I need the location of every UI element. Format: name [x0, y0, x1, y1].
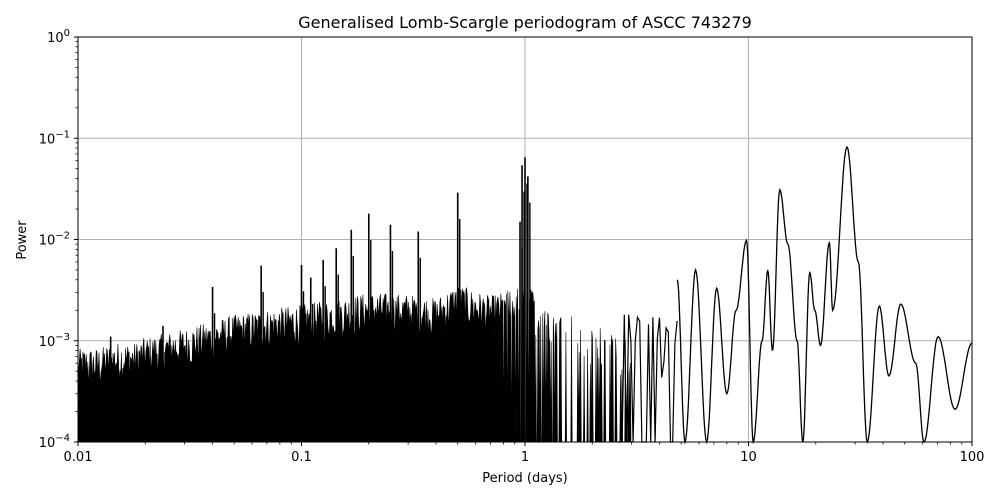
periodogram-line [77, 145, 973, 445]
chart-title: Generalised Lomb-Scargle periodogram of … [298, 13, 752, 32]
x-tick-label: 10 [740, 450, 757, 465]
y-tick-label: 10−1 [39, 129, 70, 147]
x-tick-label: 0.01 [64, 450, 93, 465]
x-axis-label: Period (days) [482, 471, 568, 486]
y-tick-label: 10−4 [39, 433, 70, 451]
y-tick-label: 10−3 [39, 332, 70, 350]
x-tick-label: 1 [521, 450, 529, 465]
plot-frame [77, 36, 973, 443]
y-axis-ticks: 10−4 10−3 10−2 10−1 100 [39, 28, 78, 451]
y-tick-label: 10−2 [39, 231, 70, 249]
x-tick-label: 0.1 [291, 450, 312, 465]
y-axis-label: Power [15, 220, 30, 260]
x-tick-label: 100 [960, 450, 985, 465]
x-axis-ticks: 0.01 0.1 1 10 100 [64, 442, 985, 465]
y-tick-label: 100 [47, 28, 70, 46]
